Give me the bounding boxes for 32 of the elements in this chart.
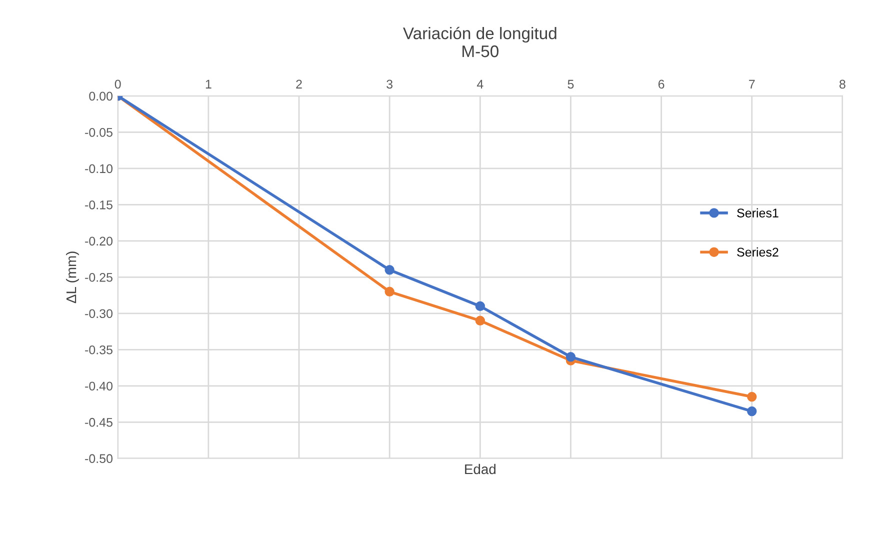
x-tick-label: 5 — [568, 80, 574, 89]
point — [747, 406, 757, 416]
x-tick-label: 2 — [296, 80, 302, 88]
y-tick-label: -0.25 — [85, 272, 112, 282]
x-tick-label: 8 — [840, 80, 846, 89]
x-tick-label: 0 — [114, 80, 121, 89]
y-tick-label: -0.50 — [85, 454, 113, 464]
y-tick-label: -0.40 — [85, 382, 113, 391]
x-tick-label: 6 — [658, 80, 664, 89]
y-tick-label: -0.15 — [85, 200, 112, 210]
point — [747, 392, 757, 402]
y-tick-label: -0.20 — [85, 236, 113, 246]
x-tick-label: 3 — [386, 80, 393, 89]
legend-label: Series2 — [737, 247, 778, 257]
legend-label: Series1 — [737, 208, 778, 218]
y-tick-label: -0.30 — [85, 309, 113, 318]
y-tick-label: -0.10 — [85, 164, 113, 174]
y-tick-label: 0.00 — [89, 92, 113, 101]
x-axis-title: Edad — [465, 464, 496, 474]
x-tick-label: 1 — [206, 80, 212, 88]
x-tick-label: 4 — [476, 80, 484, 88]
y-tick-label: -0.05 — [85, 128, 112, 137]
x-tick-label: 7 — [749, 80, 755, 88]
y-tick-label: -0.35 — [85, 345, 112, 354]
point — [475, 301, 486, 312]
point — [384, 286, 394, 297]
y-tick-label: -0.45 — [85, 418, 112, 427]
point — [384, 265, 394, 275]
chart-title: Variación de longitud M-50 — [403, 26, 556, 58]
point — [475, 316, 486, 326]
point — [566, 352, 576, 362]
y-axis-title: ΔL (mm) — [66, 252, 79, 304]
